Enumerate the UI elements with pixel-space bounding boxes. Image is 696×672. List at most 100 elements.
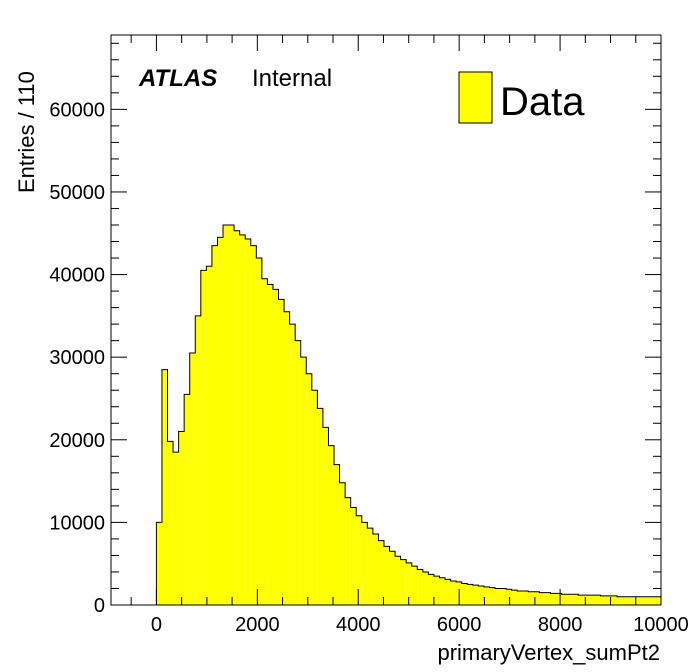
histogram-bar: [178, 431, 185, 605]
histogram-outline: [155, 224, 661, 605]
histogram-bar: [572, 594, 579, 605]
x-tick-label: 0: [151, 614, 162, 636]
histogram-bar: [261, 278, 268, 605]
legend-swatch: [458, 71, 493, 124]
histogram-bar: [561, 594, 568, 605]
histogram-bar: [173, 452, 179, 605]
histogram-bar: [578, 595, 584, 605]
x-tick-label: 4000: [336, 614, 381, 636]
axis-tick-labels: 0 2000 4000 6000 8000 10000 0 10000 20000 30000 40…: [49, 99, 688, 636]
y-tick-label: 10000: [49, 512, 105, 534]
histogram-bar: [200, 270, 207, 605]
axis-ticks: [111, 35, 662, 606]
histogram-bar: [389, 551, 396, 605]
histogram-bar: [589, 595, 595, 605]
histogram-bar: [461, 583, 468, 605]
histogram-bar: [533, 591, 540, 605]
histogram-bar: [650, 596, 656, 605]
histogram-bar: [467, 584, 473, 605]
histogram-bar: [544, 592, 551, 605]
histogram-bar: [439, 577, 446, 605]
histogram-bar: [411, 566, 418, 605]
histogram-bar: [295, 340, 301, 605]
histogram-bar: [245, 239, 251, 606]
x-axis-title: primaryVertex_sumPt2: [437, 640, 660, 665]
histogram-bar: [422, 571, 429, 605]
y-tick-label: 50000: [49, 182, 105, 204]
y-tick-label: 60000: [49, 99, 105, 121]
histogram-bar: [511, 590, 518, 605]
internal-label: Internal: [252, 65, 332, 92]
histogram-bars: [155, 224, 661, 606]
histogram-bar: [606, 595, 612, 605]
histogram-bar: [256, 258, 262, 605]
histogram-bar: [372, 533, 379, 605]
histogram-bar: [339, 482, 346, 605]
x-tick-label: 8000: [538, 614, 583, 636]
histogram-bar: [383, 546, 390, 605]
x-tick-label: 2000: [235, 614, 280, 636]
histogram-bar: [267, 284, 273, 605]
histogram-bar: [184, 394, 190, 605]
histogram-bar: [239, 234, 246, 606]
histogram-bar: [167, 441, 174, 605]
histogram-bar: [450, 581, 457, 605]
histogram-bar: [550, 593, 557, 605]
legend: Data: [458, 71, 585, 124]
y-tick-label: 20000: [49, 430, 105, 452]
histogram-bar: [350, 507, 357, 605]
histogram-bar: [278, 299, 285, 605]
histogram-bar: [494, 588, 501, 605]
histogram-bar: [522, 590, 529, 605]
histogram-bar: [406, 562, 412, 605]
histogram-bar: [639, 596, 645, 605]
histogram-bar: [334, 464, 340, 605]
histogram-bar: [223, 225, 229, 605]
histogram-bar: [328, 445, 335, 605]
histogram-bar: [445, 579, 451, 605]
histogram-bar: [272, 289, 279, 605]
histogram-bar: [478, 586, 484, 605]
y-axis-title: Entries / 110: [14, 71, 39, 193]
histogram-bar: [428, 574, 434, 605]
histogram-bar: [189, 353, 196, 605]
histogram-bar: [539, 592, 545, 605]
legend-entry-data: Data: [500, 80, 585, 124]
histogram-bar: [356, 515, 362, 605]
histogram-bar: [317, 408, 323, 605]
histogram-bar: [489, 587, 495, 605]
y-tick-label: 30000: [49, 347, 105, 369]
histogram-bar: [378, 540, 384, 605]
histogram-bar: [250, 245, 257, 606]
histogram-bar: [567, 594, 573, 605]
histogram-bar: [611, 595, 618, 605]
x-tick-label: 6000: [437, 614, 482, 636]
histogram-bar: [217, 237, 224, 606]
histogram-bar: [367, 528, 373, 605]
histogram-bar: [506, 589, 512, 605]
histogram-bar: [594, 595, 601, 605]
histogram-bar: [400, 559, 407, 605]
histogram-bar: [417, 569, 423, 605]
y-tick-label: 0: [94, 595, 105, 617]
histogram-bar: [361, 522, 368, 605]
histogram-bar: [483, 586, 490, 605]
histogram-bar: [600, 595, 606, 605]
atlas-label: ATLAS: [138, 65, 217, 92]
histogram-bar: [500, 588, 507, 605]
histogram-bar: [528, 591, 534, 605]
histogram-bar: [300, 357, 307, 605]
histogram-bar: [644, 596, 651, 605]
histogram-bar: [211, 245, 218, 606]
histogram-bar: [322, 427, 329, 605]
histogram-bar: [655, 596, 661, 605]
histogram-bar: [395, 556, 401, 605]
histogram-bar: [472, 585, 479, 605]
histogram-bar: [628, 596, 634, 605]
x-tick-label: 10000: [633, 614, 689, 636]
plot-frame: [110, 34, 662, 606]
histogram-bar: [622, 596, 629, 605]
histogram-bar: [633, 596, 640, 605]
histogram-bar: [156, 522, 162, 605]
